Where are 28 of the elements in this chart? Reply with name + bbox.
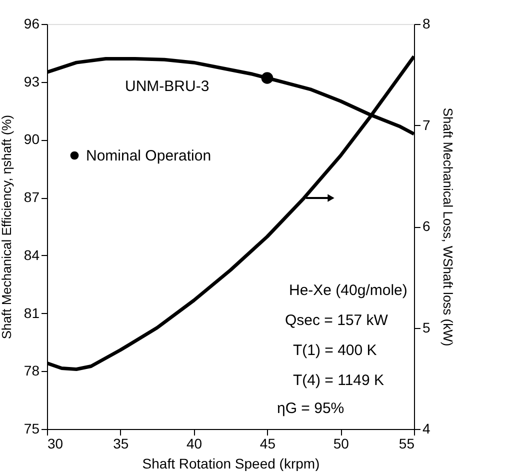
annotation: UNM-BRU-3 xyxy=(125,78,210,95)
y2-tick-label: 7 xyxy=(422,116,430,133)
annotation: T(1) = 400 K xyxy=(293,342,377,359)
y2-axis-title: Shaft Mechanical Loss, WShaft loss (kW) xyxy=(440,108,456,346)
x-tick-label: 40 xyxy=(186,436,202,452)
annotation: Qsec = 157 kW xyxy=(285,312,389,329)
x-tick-label: 55 xyxy=(398,436,415,452)
x-tick-label: 45 xyxy=(260,436,276,452)
y-tick-label: 81 xyxy=(24,304,40,321)
x-tick-label: 35 xyxy=(113,436,129,452)
y2-tick-label: 4 xyxy=(422,420,430,436)
y-tick-label: 75 xyxy=(24,420,40,436)
y2-tick-label: 6 xyxy=(422,218,430,234)
y-tick-label: 90 xyxy=(24,131,40,148)
legend-label: Nominal Operation xyxy=(86,148,212,164)
y2-tick-label: 8 xyxy=(422,16,430,32)
y2-tick-label: 5 xyxy=(422,319,430,336)
y-tick-label: 96 xyxy=(24,16,40,32)
x-tick-label: 50 xyxy=(333,436,350,452)
y-tick-label: 87 xyxy=(24,189,40,206)
y-tick-label: 93 xyxy=(24,73,40,90)
y-tick-label: 84 xyxy=(24,246,40,263)
annotation: He-Xe (40g/mole) xyxy=(289,282,408,299)
annotation: T(4) = 1149 K xyxy=(293,372,384,389)
y-tick-label: 78 xyxy=(24,362,40,379)
annotation: ηG = 95% xyxy=(277,400,344,417)
y-axis-title: Shaft Mechanical Efficiency, ηshaft (%) xyxy=(0,114,14,340)
x-tick-label: 30 xyxy=(48,436,64,452)
